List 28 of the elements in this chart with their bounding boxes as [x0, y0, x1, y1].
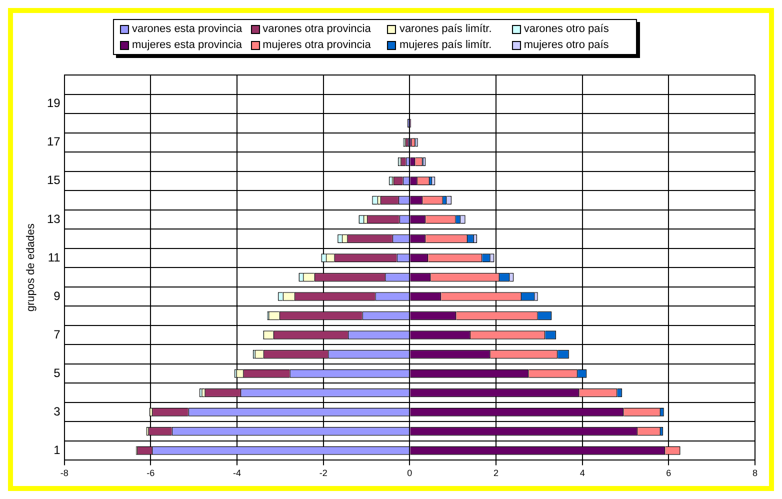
legend-label: mujeres otra provincia — [262, 39, 371, 51]
legend-label: varones país limítr. — [399, 23, 492, 35]
y-tick-label: 7 — [54, 327, 61, 342]
y-tick-label: 13 — [46, 212, 61, 226]
x-tick-label: 8 — [752, 468, 758, 478]
legend-label: varones otro país — [524, 23, 609, 35]
y-tick-label: 9 — [54, 288, 61, 303]
y-tick-label: 1 — [54, 442, 61, 457]
x-tick-label: -4 — [233, 468, 242, 478]
x-tick-label: -6 — [146, 468, 155, 478]
y-tick-label: 5 — [54, 366, 61, 380]
x-tick-label: 6 — [666, 468, 672, 478]
y-tick-label: 3 — [54, 404, 61, 418]
y-tick-label: 15 — [46, 173, 61, 188]
legend-label: mujeres país limítr. — [399, 39, 492, 51]
x-tick-label: 4 — [580, 468, 585, 478]
legend-label: mujeres esta provincia — [132, 39, 242, 51]
legend-label: varones otra provincia — [262, 23, 371, 35]
y-tick-label: 17 — [46, 134, 61, 149]
x-tick-label: 2 — [494, 468, 499, 478]
x-tick-label: 0 — [407, 468, 412, 478]
y-tick-label: 19 — [46, 96, 61, 110]
x-tick-label: -8 — [60, 468, 68, 478]
legend-label: mujeres otro país — [524, 39, 609, 51]
y-tick-label: 11 — [48, 250, 61, 264]
y-axis-title: grupos de edades — [25, 223, 38, 312]
legend-label: varones esta provincia — [132, 23, 242, 35]
x-tick-label: -2 — [319, 468, 328, 478]
